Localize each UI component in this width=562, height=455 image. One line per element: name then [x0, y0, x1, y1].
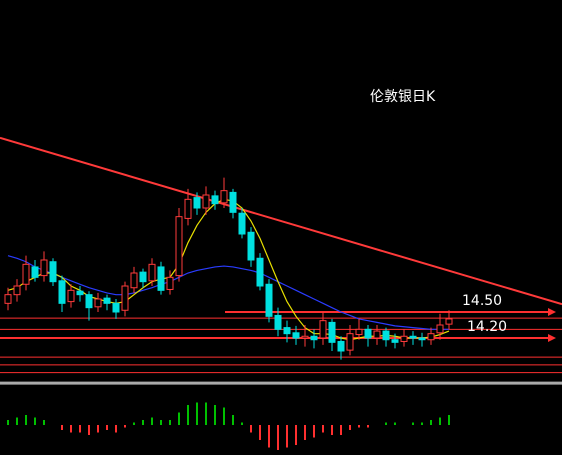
candle-body: [328, 321, 336, 343]
candle-body: [355, 328, 363, 336]
arrow-head: [548, 308, 556, 316]
candle-body: [346, 333, 354, 351]
candle-body: [157, 266, 165, 291]
candle-body: [94, 298, 102, 308]
ma-line: [7, 255, 449, 330]
candle-body: [4, 294, 12, 304]
candle-body: [40, 259, 48, 277]
candle-body: [184, 198, 192, 219]
candle-body: [364, 328, 372, 339]
candle-body: [211, 195, 219, 205]
candle-body: [382, 330, 390, 341]
candle-body: [409, 335, 417, 339]
candle-body: [139, 271, 147, 283]
candle-body: [166, 276, 174, 290]
candle-body: [85, 294, 93, 309]
candle-body: [112, 302, 120, 313]
candle-body: [202, 194, 210, 209]
candle-body: [418, 337, 426, 341]
candle-body: [427, 333, 435, 341]
candle-body: [391, 339, 399, 343]
candle-body: [292, 332, 300, 339]
candle-body: [49, 261, 57, 283]
candle-body: [31, 266, 39, 278]
candle-body: [67, 289, 75, 303]
trendline: [0, 136, 562, 306]
candle-body: [238, 212, 246, 235]
candle-body: [58, 280, 66, 304]
candle-body: [175, 216, 183, 277]
level-label: 14.20: [467, 319, 507, 335]
candle-body: [121, 285, 129, 311]
candle-body: [445, 318, 453, 325]
candle-body: [400, 335, 408, 342]
candle-body: [319, 320, 327, 339]
candle-body: [274, 314, 282, 330]
candle-body: [283, 327, 291, 335]
candle-body: [247, 231, 255, 261]
candle-body: [301, 335, 309, 339]
candle-body: [436, 324, 444, 334]
arrow-head: [548, 334, 556, 342]
candle-body: [265, 283, 273, 317]
candle-body: [22, 263, 30, 285]
level-label: 14.50: [462, 293, 502, 309]
candle-body: [337, 340, 345, 352]
candle-body: [148, 263, 156, 282]
candle-body: [76, 290, 84, 296]
candle-body: [130, 272, 138, 289]
candle-body: [229, 191, 237, 213]
candle-body: [256, 257, 264, 287]
candle-body: [13, 285, 21, 296]
chart-title: 伦敦银日K: [370, 89, 436, 105]
candle-body: [220, 190, 228, 204]
candle-body: [373, 330, 381, 339]
candle-body: [103, 297, 111, 304]
candle-body: [310, 335, 318, 341]
candle-body: [193, 197, 201, 209]
